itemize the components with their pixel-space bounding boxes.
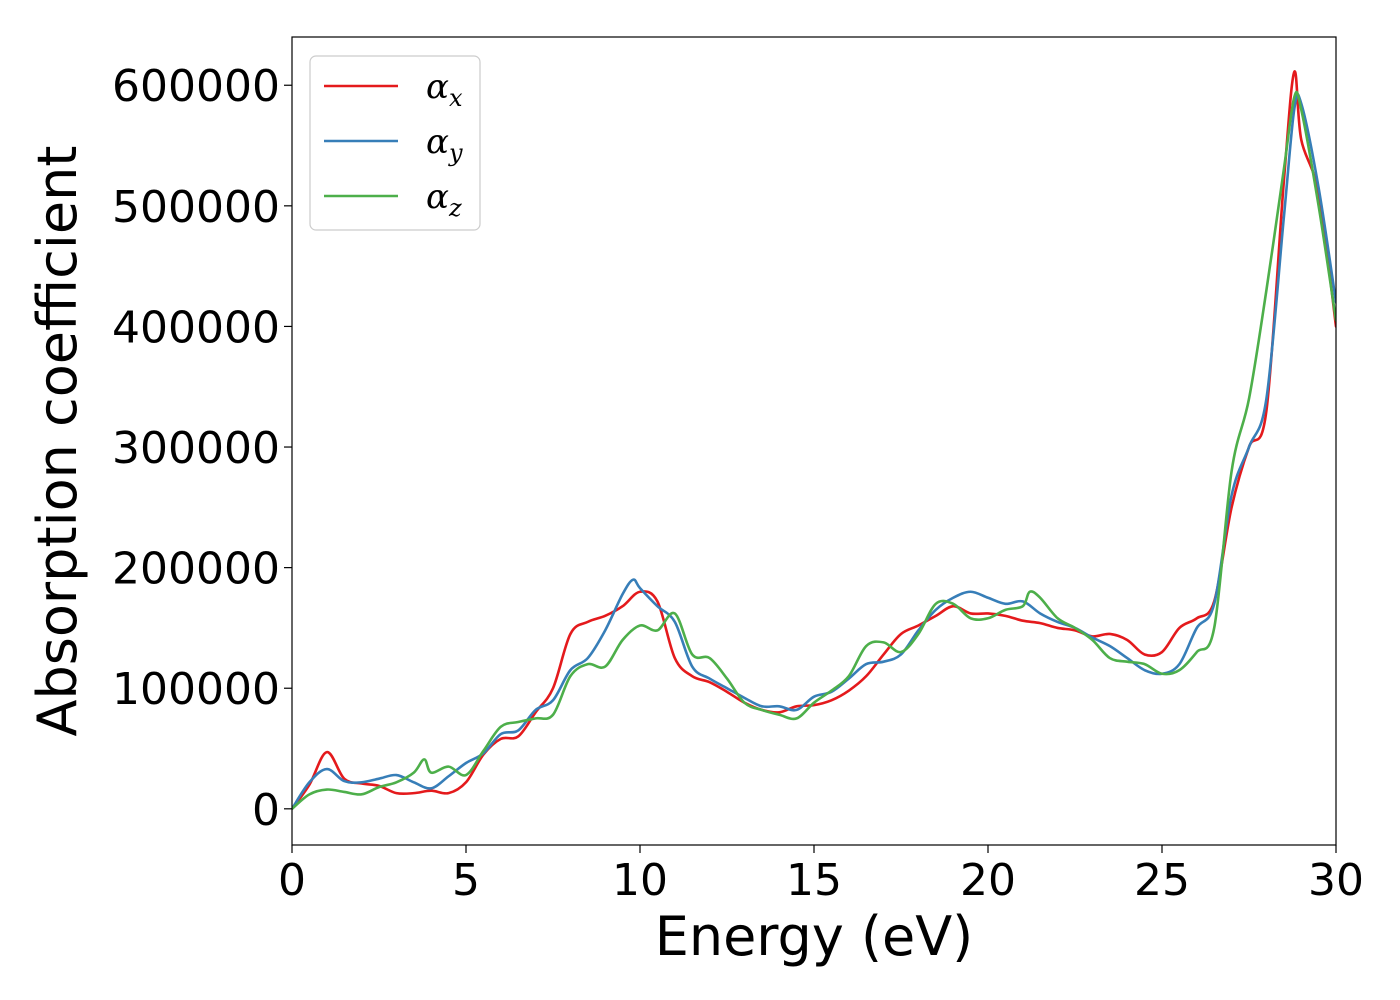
x-tick-label: 15 (786, 855, 842, 906)
x-tick-label: 10 (612, 855, 668, 906)
y-tick-label: 0 (252, 785, 280, 836)
legend-box (309, 55, 481, 231)
legend-label-symbol: α (426, 67, 449, 107)
legend-label-subscript: x (449, 84, 463, 112)
y-tick-label: 600000 (112, 61, 280, 112)
legend-label-subscript: y (448, 139, 463, 167)
x-axis-ticks: 0 5 10 15 20 25 30 (278, 845, 1364, 906)
x-tick-label: 0 (278, 855, 306, 906)
series-line-alpha-z (292, 90, 1336, 811)
legend-label-subscript: z (448, 194, 462, 222)
legend-label-y: αy (426, 122, 463, 167)
y-tick-label: 400000 (112, 302, 280, 353)
series-group (292, 70, 1336, 811)
x-tick-label: 20 (960, 855, 1016, 906)
legend-label-x: αx (426, 67, 463, 112)
y-tick-label: 100000 (112, 664, 280, 715)
x-tick-label: 30 (1308, 855, 1364, 906)
y-tick-label: 300000 (112, 423, 280, 474)
x-axis-label: Energy (eV) (655, 905, 974, 968)
y-tick-label: 500000 (112, 182, 280, 233)
x-tick-label: 5 (452, 855, 480, 906)
y-tick-label: 200000 (112, 544, 280, 595)
x-tick-label: 25 (1134, 855, 1190, 906)
y-axis-ticks: 0 100000 200000 300000 400000 500000 600000 (112, 61, 292, 836)
legend-label-symbol: α (426, 177, 449, 217)
series-line-alpha-x (292, 70, 1336, 811)
legend-label-symbol: α (426, 122, 449, 162)
legend-label-z: αz (426, 177, 462, 222)
y-axis-label: Absorption coefficient (26, 146, 89, 737)
